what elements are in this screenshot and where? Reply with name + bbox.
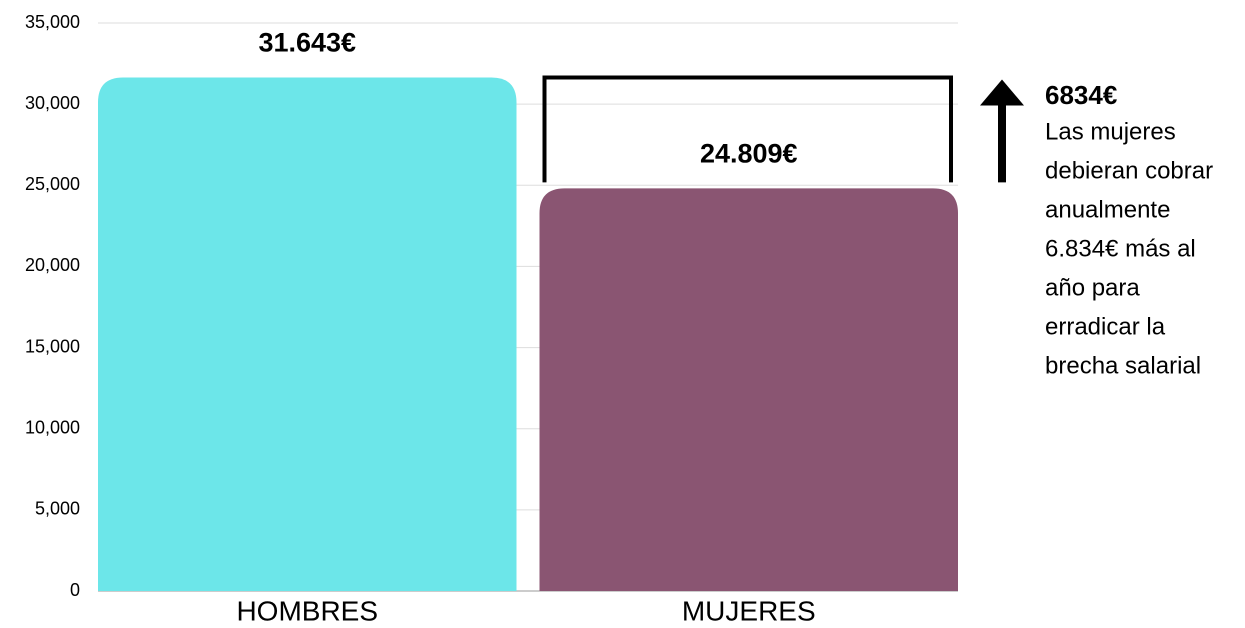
y-tick-label: 0 <box>70 580 80 600</box>
value-label: 31.643€ <box>258 28 356 58</box>
y-tick-label: 15,000 <box>25 336 80 356</box>
y-tick-label: 5,000 <box>35 499 80 519</box>
annotation-line: erradicar la <box>1045 313 1166 340</box>
bar <box>539 188 958 591</box>
annotation-line: brecha salarial <box>1045 352 1201 379</box>
difference-bracket <box>542 75 953 183</box>
annotation-title: 6834€ <box>1045 80 1117 110</box>
annotation-line: año para <box>1045 274 1140 301</box>
y-tick-label: 30,000 <box>25 93 80 113</box>
bar <box>98 77 517 592</box>
x-tick-label: HOMBRES <box>236 595 378 626</box>
x-tick-label: MUJERES <box>682 595 816 626</box>
y-tick-label: 35,000 <box>25 12 80 32</box>
value-label: 24.809€ <box>700 139 798 169</box>
annotation-line: 6.834€ más al <box>1045 235 1196 262</box>
annotation-line: Las mujeres <box>1045 118 1176 145</box>
y-tick-label: 10,000 <box>25 417 80 437</box>
y-tick-label: 20,000 <box>25 255 80 275</box>
arrow-head <box>980 79 1024 106</box>
annotation-line: anualmente <box>1045 196 1170 223</box>
annotation-line: debieran cobrar <box>1045 157 1213 184</box>
y-tick-label: 25,000 <box>25 174 80 194</box>
